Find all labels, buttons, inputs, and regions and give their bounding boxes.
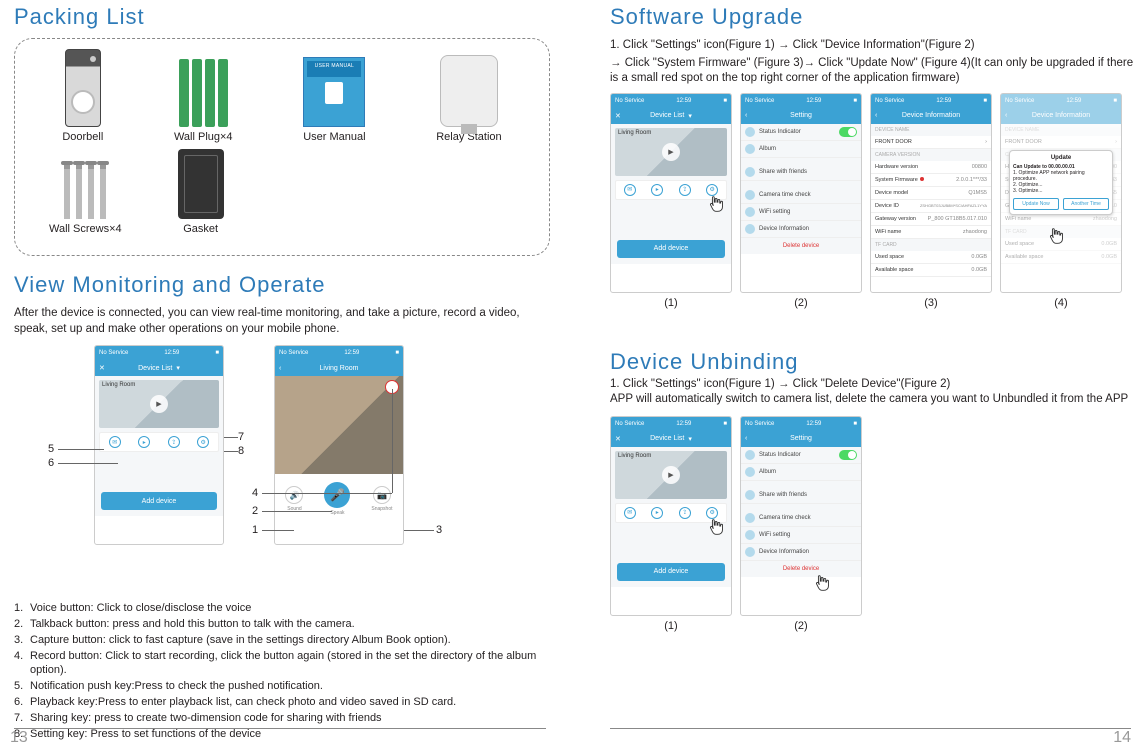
packing-row-2: Wall Screws×4 Gasket (31, 149, 533, 235)
mic-icon: 🎤 (324, 482, 350, 508)
back-icon: ‹ (875, 112, 877, 119)
list-item: 2.Talkback button: press and hold this b… (14, 617, 550, 632)
packing-title: Packing List (14, 4, 560, 30)
camera-icon: 📷 (373, 486, 391, 504)
play-icon: ▶ (662, 143, 680, 161)
settings-icon: ⚙ (197, 436, 209, 448)
back-icon: ‹ (745, 435, 747, 442)
upgrade-fig-2: No Service12:59■ ‹Setting Status Indicat… (740, 93, 862, 309)
play-icon: ▶ (150, 395, 168, 413)
packing-box: Doorbell Wall Plug×4 USER MANUAL User Ma… (14, 38, 550, 256)
manual-icon: USER MANUAL (303, 57, 365, 127)
unbind-fig-2: No Service12:59■ ‹Setting Status Indicat… (740, 416, 862, 632)
back-icon: ‹ (745, 112, 747, 119)
phone-device-list: No Service12:59■ ✕Device List▾ Living Ro… (94, 345, 224, 545)
gasket-icon (178, 149, 224, 219)
list-item: 1.Voice button: Click to close/disclose … (14, 601, 550, 616)
screws-icon (64, 149, 106, 219)
upgrade-fig-1: No Service12:59■ ✕Device List▾ Living Ro… (610, 93, 732, 309)
page-13: Packing List Doorbell Wall Plug×4 USER M… (0, 0, 560, 749)
statusbar: No Service12:59■ (95, 346, 223, 360)
back-icon: ✕ (99, 364, 105, 372)
unbind-fig-1: No Service12:59■ ✕Device List▾ Living Ro… (610, 416, 732, 632)
footer-rule (610, 728, 1131, 729)
phone-live-view: No Service12:59■ ‹Living Room 🔊Sound 🎤Sp… (274, 345, 404, 545)
snapshot-button: 📷Snapshot (371, 486, 392, 512)
toggle-on-icon (839, 127, 857, 137)
video-thumbnail: Living Room ▶ (99, 380, 219, 428)
phone-device-list: No Service12:59■ ✕Device List▾ Living Ro… (610, 93, 732, 293)
list-item: 4.Record button: Click to start recordin… (14, 649, 550, 679)
statusbar: No Service12:59■ (275, 346, 403, 360)
monitoring-title: View Monitoring and Operate (14, 272, 550, 298)
doorbell-icon (65, 49, 101, 127)
list-item: 7.Sharing key: press to create two-dimen… (14, 711, 550, 726)
close-icon: ✕ (615, 112, 621, 120)
settings-icon: ⚙ (706, 184, 718, 196)
upgrade-figures: No Service12:59■ ✕Device List▾ Living Ro… (610, 93, 1141, 309)
list-item: 3.Capture button: click to fast capture … (14, 633, 550, 648)
another-time-button: Another Time (1063, 198, 1109, 210)
packing-doorbell: Doorbell (62, 49, 103, 143)
phone-settings: No Service12:59■ ‹Setting Status Indicat… (740, 93, 862, 293)
sound-button: 🔊Sound (285, 486, 303, 512)
packing-manual: USER MANUAL User Manual (303, 57, 365, 143)
upgrade-fig-3: No Service12:59■ ‹Device Information DEV… (870, 93, 992, 309)
monitoring-section: View Monitoring and Operate After the de… (14, 272, 550, 742)
upgrade-line2: → Click "System Firmware" (Figure 3)→ Cl… (610, 56, 1141, 87)
monitoring-list: 1.Voice button: Click to close/disclose … (14, 601, 550, 742)
upgrade-line1: 1. Click "Settings" icon(Figure 1) → Cli… (610, 38, 1141, 54)
list-item: 6.Playback key:Press to enter playback l… (14, 695, 550, 710)
phone-header: ‹Living Room (275, 360, 403, 376)
update-now-button: Update Now (1013, 198, 1059, 210)
video-frame (275, 376, 403, 474)
speaker-icon: 🔊 (285, 486, 303, 504)
unbind-title: Device Unbinding (610, 349, 1141, 375)
unbind-line2: APP will automatically switch to camera … (610, 392, 1141, 408)
page-number: 13 (10, 729, 28, 747)
phone-settings: No Service12:59■ ‹Setting Status Indicat… (740, 416, 862, 616)
packing-gasket: Gasket (178, 149, 224, 235)
list-item: 8.Setting key: Press to set functions of… (14, 727, 550, 742)
icon-row: ✉ ▸ ⇪ ⚙ (99, 432, 219, 452)
relay-icon (440, 55, 498, 127)
packing-relay: Relay Station (436, 55, 501, 143)
list-item: 5.Notification push key:Press to check t… (14, 679, 550, 694)
control-bar: 🔊Sound 🎤Speak 📷Snapshot (275, 474, 403, 524)
packing-wallplug: Wall Plug×4 (174, 49, 233, 143)
page-14: Software Upgrade 1. Click "Settings" ico… (610, 0, 1141, 749)
chevron-down-icon: ▾ (688, 112, 692, 120)
phone-header: ✕Device List▾ (95, 360, 223, 376)
update-popup: Update Can Update to 00.00.00.01 1. Opti… (1009, 150, 1113, 215)
unbind-figures: No Service12:59■ ✕Device List▾ Living Ro… (610, 416, 1141, 632)
share-icon: ⇪ (168, 436, 180, 448)
page-number: 14 (1113, 729, 1131, 747)
wallplug-icon (179, 49, 228, 127)
phone-update-popup: No Service12:59■ ‹Device Information DEV… (1000, 93, 1122, 293)
red-dot-icon (920, 177, 924, 181)
play-icon: ▶ (662, 466, 680, 484)
playback-icon: ▸ (138, 436, 150, 448)
chevron-down-icon: ▾ (688, 435, 692, 443)
footer-rule (14, 728, 546, 729)
phone-device-info: No Service12:59■ ‹Device Information DEV… (870, 93, 992, 293)
unbind-line1: 1. Click "Settings" icon(Figure 1) → Cli… (610, 377, 1141, 393)
upgrade-title: Software Upgrade (610, 4, 1141, 30)
add-device-button: Add device (101, 492, 217, 510)
chevron-down-icon: ▾ (176, 364, 180, 372)
phone-device-list: No Service12:59■ ✕Device List▾ Living Ro… (610, 416, 732, 616)
monitoring-figures: No Service12:59■ ✕Device List▾ Living Ro… (14, 345, 550, 595)
packing-row-1: Doorbell Wall Plug×4 USER MANUAL User Ma… (31, 49, 533, 143)
monitoring-intro: After the device is connected, you can v… (14, 306, 550, 337)
back-icon: ‹ (279, 365, 281, 372)
packing-screws: Wall Screws×4 (49, 149, 122, 235)
notify-icon: ✉ (109, 436, 121, 448)
close-icon: ✕ (615, 435, 621, 443)
phone-body: Living Room ▶ ✉ ▸ ⇪ ⚙ Add device (95, 376, 223, 516)
upgrade-fig-4: No Service12:59■ ‹Device Information DEV… (1000, 93, 1122, 309)
settings-icon: ⚙ (706, 507, 718, 519)
